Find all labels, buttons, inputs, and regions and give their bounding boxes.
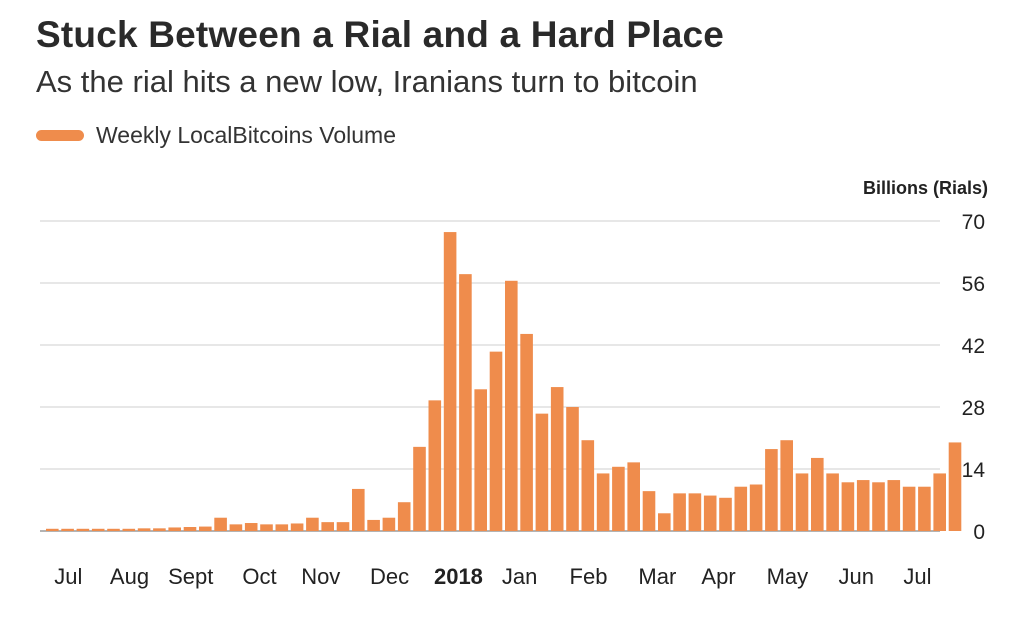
bar	[520, 333, 533, 531]
x-tick-label: Aug	[110, 564, 149, 589]
x-tick-label: Jun	[839, 564, 874, 589]
bar	[734, 486, 748, 531]
x-tick-label: Jul	[903, 564, 931, 589]
legend-swatch	[36, 130, 84, 141]
bar	[153, 528, 166, 531]
bar	[596, 473, 610, 531]
bars	[46, 232, 962, 531]
x-tick-label: Jul	[54, 564, 82, 589]
bar	[627, 462, 640, 531]
bar	[612, 466, 625, 531]
x-tick-label: May	[767, 564, 809, 589]
bar	[872, 482, 885, 531]
chart-title: Stuck Between a Rial and a Hard Place	[36, 14, 725, 55]
bar	[505, 280, 518, 531]
legend-label: Weekly LocalBitcoins Volume	[96, 122, 396, 148]
bar	[550, 387, 564, 531]
bar	[443, 232, 457, 531]
bar	[535, 413, 549, 531]
y-tick-label: 14	[962, 459, 986, 482]
bar	[61, 528, 74, 531]
bar	[826, 473, 839, 531]
bar	[566, 407, 579, 531]
y-tick-label: 70	[962, 211, 985, 234]
x-tick-labels: Jul Aug Sept Oct Nov Dec 2018 Jan Feb Mar Apr May Ju…	[54, 564, 931, 589]
bar	[352, 488, 365, 531]
y-axis-unit-label: Billions (Rials)	[862, 178, 988, 198]
bar	[459, 274, 472, 531]
bar	[275, 524, 289, 531]
bar	[489, 351, 503, 531]
bar	[658, 513, 671, 531]
bar	[229, 524, 243, 531]
bar	[168, 527, 181, 531]
bar	[918, 486, 931, 531]
bar	[749, 484, 763, 531]
bar	[902, 486, 916, 531]
bar	[46, 528, 59, 531]
bar	[428, 400, 442, 531]
bar	[137, 528, 151, 531]
bar	[887, 480, 901, 531]
bar	[811, 457, 824, 531]
bar	[382, 517, 396, 531]
bar	[765, 449, 778, 531]
bar	[795, 473, 809, 531]
bar	[642, 491, 656, 531]
y-tick-labels: 0 14 28 42 56 70	[962, 211, 986, 544]
x-tick-label: Dec	[370, 564, 409, 589]
x-tick-label: Mar	[638, 564, 676, 589]
bar	[719, 497, 732, 531]
bar	[306, 517, 319, 531]
bar	[474, 389, 487, 531]
bar	[321, 522, 334, 531]
bar	[397, 502, 411, 531]
bar	[413, 446, 426, 531]
bar	[244, 523, 258, 531]
x-tick-label: Oct	[242, 564, 276, 589]
bar	[581, 440, 595, 531]
bar	[336, 522, 350, 531]
bar	[948, 442, 962, 531]
y-tick-label: 0	[973, 521, 985, 544]
bar	[107, 528, 120, 531]
x-tick-label: Feb	[570, 564, 608, 589]
bar	[214, 517, 227, 531]
legend: Weekly LocalBitcoins Volume	[36, 122, 396, 149]
chart-subtitle: As the rial hits a new low, Iranians tur…	[36, 64, 698, 99]
y-tick-label: 28	[962, 397, 985, 420]
bar	[688, 493, 702, 531]
bar	[780, 440, 793, 531]
x-tick-label: Sept	[168, 564, 213, 589]
y-tick-label: 42	[962, 335, 985, 358]
bar	[122, 528, 136, 531]
bar	[673, 493, 686, 531]
bar	[856, 480, 870, 531]
y-tick-label: 56	[962, 273, 985, 296]
bar	[703, 495, 717, 531]
x-tick-label: 2018	[434, 564, 483, 589]
bar	[183, 527, 197, 531]
bar	[260, 524, 273, 531]
bar	[290, 523, 304, 531]
x-tick-label: Apr	[701, 564, 735, 589]
bar	[841, 482, 855, 531]
bar	[76, 528, 90, 531]
bar	[367, 519, 380, 531]
bar	[91, 528, 105, 531]
bar	[933, 473, 946, 531]
x-tick-label: Nov	[301, 564, 340, 589]
x-tick-label: Jan	[502, 564, 537, 589]
bar	[199, 526, 212, 531]
